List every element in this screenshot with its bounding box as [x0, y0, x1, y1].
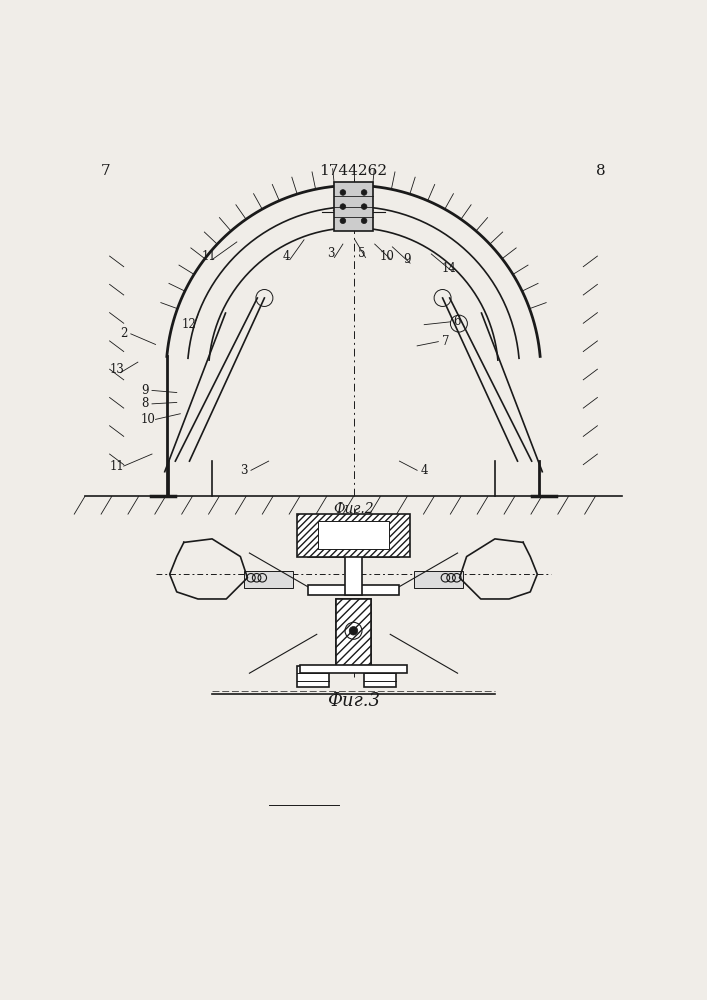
- Bar: [334, 182, 373, 231]
- Text: 4: 4: [421, 464, 428, 477]
- Bar: [364, 666, 396, 687]
- Text: 11: 11: [201, 250, 216, 263]
- Text: 7: 7: [442, 335, 449, 348]
- Text: 1744262: 1744262: [320, 164, 387, 178]
- Bar: [345, 546, 362, 595]
- Bar: [308, 585, 399, 595]
- Text: 4: 4: [283, 250, 290, 263]
- Text: 10: 10: [380, 250, 395, 263]
- Text: 5: 5: [358, 247, 366, 260]
- Text: 8: 8: [141, 397, 148, 410]
- Text: 6: 6: [454, 315, 461, 328]
- Text: 2: 2: [120, 327, 127, 340]
- Text: 13: 13: [109, 363, 124, 376]
- Bar: [300, 665, 407, 673]
- Text: 14: 14: [441, 262, 457, 275]
- Circle shape: [361, 190, 367, 195]
- Bar: [336, 599, 371, 670]
- Text: 12: 12: [182, 318, 197, 331]
- Text: 9: 9: [403, 253, 410, 266]
- Text: 11: 11: [110, 460, 124, 473]
- Circle shape: [349, 627, 358, 635]
- Text: 8: 8: [596, 164, 606, 178]
- Text: Вид А: Вид А: [332, 200, 375, 214]
- Circle shape: [340, 218, 346, 224]
- Circle shape: [361, 218, 367, 224]
- Circle shape: [340, 204, 346, 209]
- Text: 9: 9: [141, 384, 148, 397]
- Text: 3: 3: [327, 247, 334, 260]
- Circle shape: [361, 204, 367, 209]
- Bar: [297, 514, 410, 557]
- Text: Б – Б: Б – Б: [335, 518, 372, 532]
- Bar: [414, 571, 463, 588]
- Text: 7: 7: [101, 164, 111, 178]
- Text: Фиг.2: Фиг.2: [333, 502, 374, 516]
- Bar: [318, 521, 389, 549]
- Bar: [297, 666, 329, 687]
- Bar: [336, 599, 371, 670]
- Circle shape: [340, 190, 346, 195]
- Text: 10: 10: [141, 413, 156, 426]
- Text: 3: 3: [240, 464, 247, 477]
- Text: Фиг.3: Фиг.3: [327, 692, 380, 710]
- Bar: [308, 546, 399, 557]
- Bar: [244, 571, 293, 588]
